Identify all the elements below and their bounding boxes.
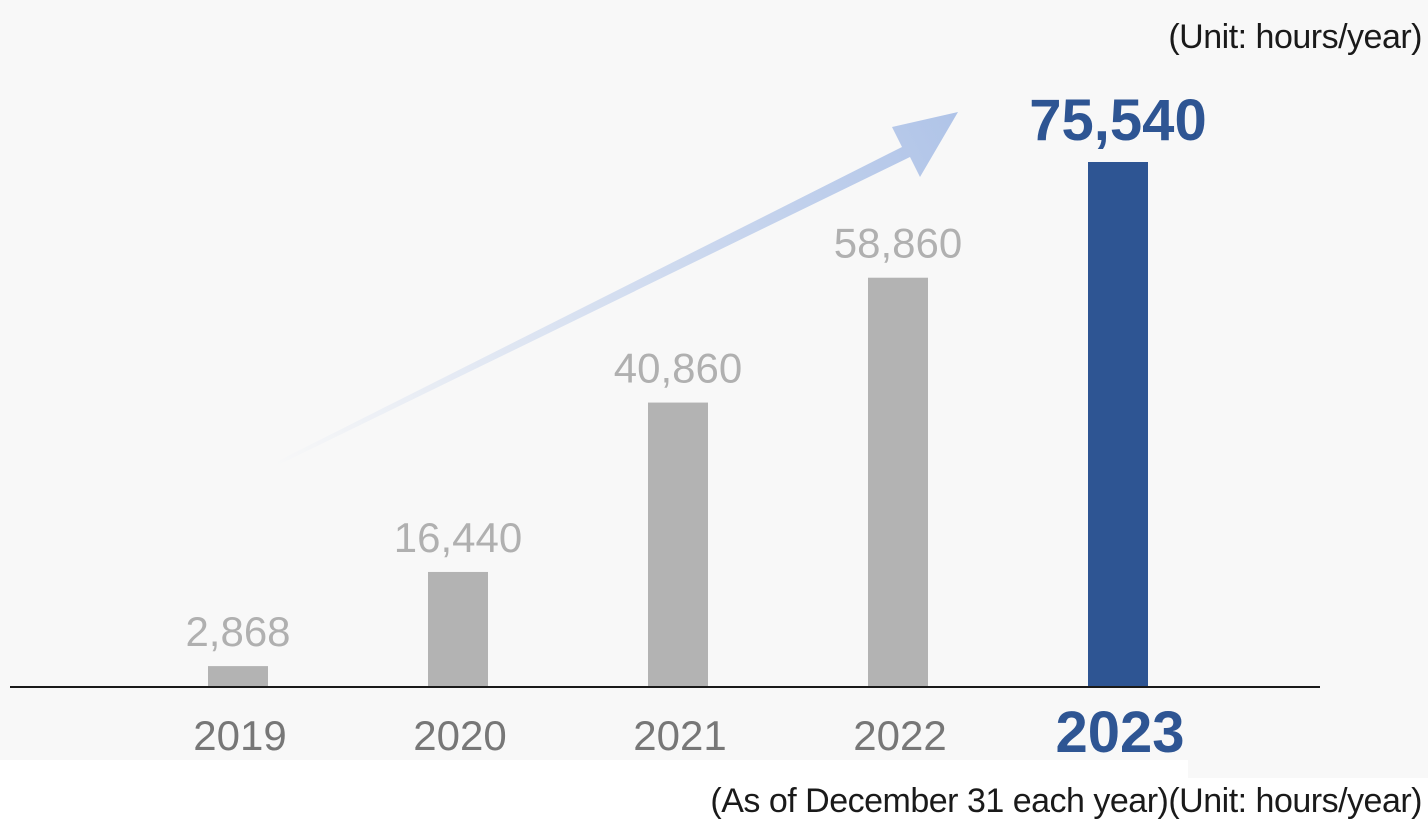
chart-panel	[0, 0, 1428, 760]
bar-2021	[648, 402, 708, 686]
bar-2022	[868, 277, 928, 686]
footnote: (As of December 31 each year)(Unit: hour…	[710, 782, 1422, 821]
bar-chart: 2,868 2019 16,440 2020 40,860 2021 58,860 2022 7…	[10, 88, 1320, 760]
value-label-2020: 16,440	[394, 514, 522, 561]
value-label-2022: 58,860	[834, 220, 962, 267]
bar-2019	[208, 666, 268, 686]
unit-label: (Unit: hours/year)	[1168, 18, 1422, 56]
category-label-2021: 2021	[633, 712, 726, 759]
footnote-unit: (Unit: hours/year)	[1168, 782, 1422, 820]
footnote-as-of: (As of December 31 each year)	[710, 782, 1169, 820]
trend-arrow	[270, 112, 958, 468]
value-label-2019: 2,868	[185, 608, 290, 655]
category-label-2020: 2020	[413, 712, 506, 759]
category-label-2022: 2022	[853, 712, 946, 759]
category-label-2023: 2023	[1055, 700, 1184, 760]
footer-background	[1188, 760, 1428, 778]
bar-2020	[428, 571, 488, 686]
value-label-2023: 75,540	[1029, 88, 1206, 153]
category-label-2019: 2019	[193, 712, 286, 759]
value-label-2021: 40,860	[614, 345, 742, 392]
bar-2023	[1088, 162, 1148, 686]
